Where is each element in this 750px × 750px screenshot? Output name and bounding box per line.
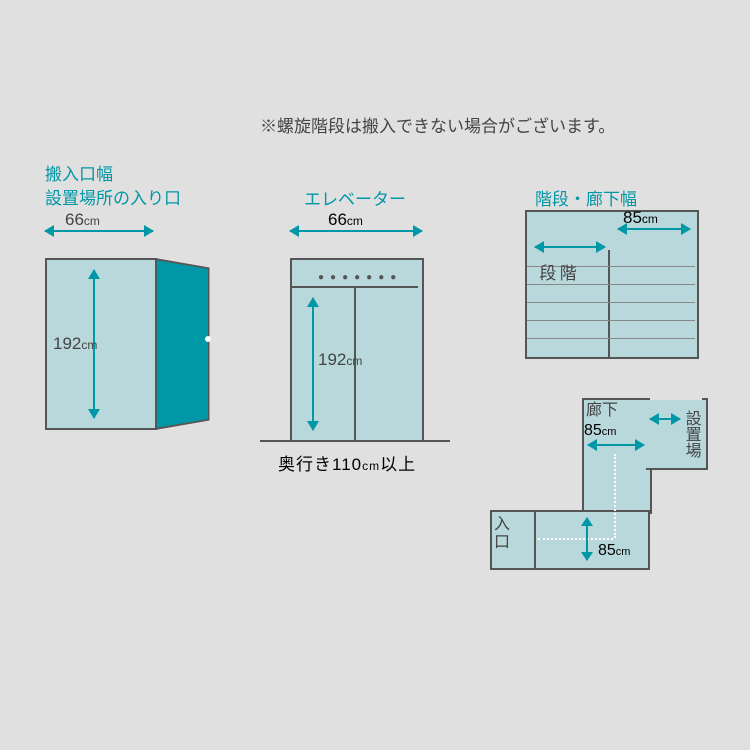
door-heading: 搬入口幅 設置場所の入り口 [45,163,181,211]
stair-step [527,338,695,339]
stair-width-arrow [618,228,690,230]
stair-width-label: 85cm [623,208,658,228]
door-width-arrow [45,230,153,232]
corridor-dim-b-value: 85 [598,542,616,559]
stair-width-value: 85 [623,208,642,227]
corridor-hall-label: 廊下 [586,402,618,420]
door-width-value: 66 [65,210,84,229]
elevator-depth-unit: cm [362,459,380,473]
door-width-label: 66cm [65,210,100,230]
corridor-width-arrow-b [586,518,588,560]
stair-step [527,302,695,303]
elevator-depth-suffix: 以上 [380,455,416,474]
elevator-depth-value: 110 [332,455,362,474]
corridor-width-arrow-a [588,444,644,446]
corridor-path-dots [614,454,616,538]
elevator-height-value: 192 [318,350,346,369]
door-width-unit: cm [84,214,100,228]
stair-left-label: 階段 [535,264,576,281]
elevator-door-right [356,286,418,440]
elevator-height-arrow [312,298,314,430]
elevator-depth-prefix: 奥行き [278,455,332,474]
stair-width-unit: cm [642,212,658,226]
elevator-heading: エレベーター [295,188,415,212]
corridor-dim-b-unit: cm [616,546,631,558]
door-height-label: 192cm [53,334,97,354]
corridor-dim-a: 85cm [584,422,616,440]
corridor-path-dots [538,538,613,540]
door-height-unit: cm [81,338,97,352]
door-leaf [155,258,209,430]
elevator-depth-label: 奥行き110cm以上 [278,450,416,475]
elevator-dots: ●●●●●●● [318,272,402,283]
corridor-dim-a-unit: cm [602,426,617,438]
elevator-width-label: 66cm [328,210,363,230]
stair-heading: 階段・廊下幅 [535,188,637,212]
elevator-floor-line [260,440,450,442]
door-height-value: 192 [53,334,81,353]
note-text: ※螺旋階段は搬入できない場合がございます。 [260,112,615,137]
elevator-height-label: 192cm [318,350,362,370]
door-diagram: 66cm 192cm [45,218,235,220]
corridor-entrance-label: 入 口 [494,516,510,551]
corridor-dim-b: 85cm [598,542,630,560]
stair-step [527,284,695,285]
elevator-width-value: 66 [328,210,347,229]
corridor-diagram: 入 口 廊下 設置場 85cm 85cm [490,398,725,608]
stair-step [527,320,695,321]
elevator-width-arrow [290,230,422,232]
corridor-dest-arrow [650,418,680,420]
elevator-width-unit: cm [347,214,363,228]
door-handle [205,336,211,342]
corridor-dim-a-value: 85 [584,422,602,439]
corridor-opening [650,392,702,400]
elevator-height-unit: cm [346,354,362,368]
corridor-dest-label: 設置場 [682,410,700,458]
stair-left-width-arrow [535,246,605,248]
